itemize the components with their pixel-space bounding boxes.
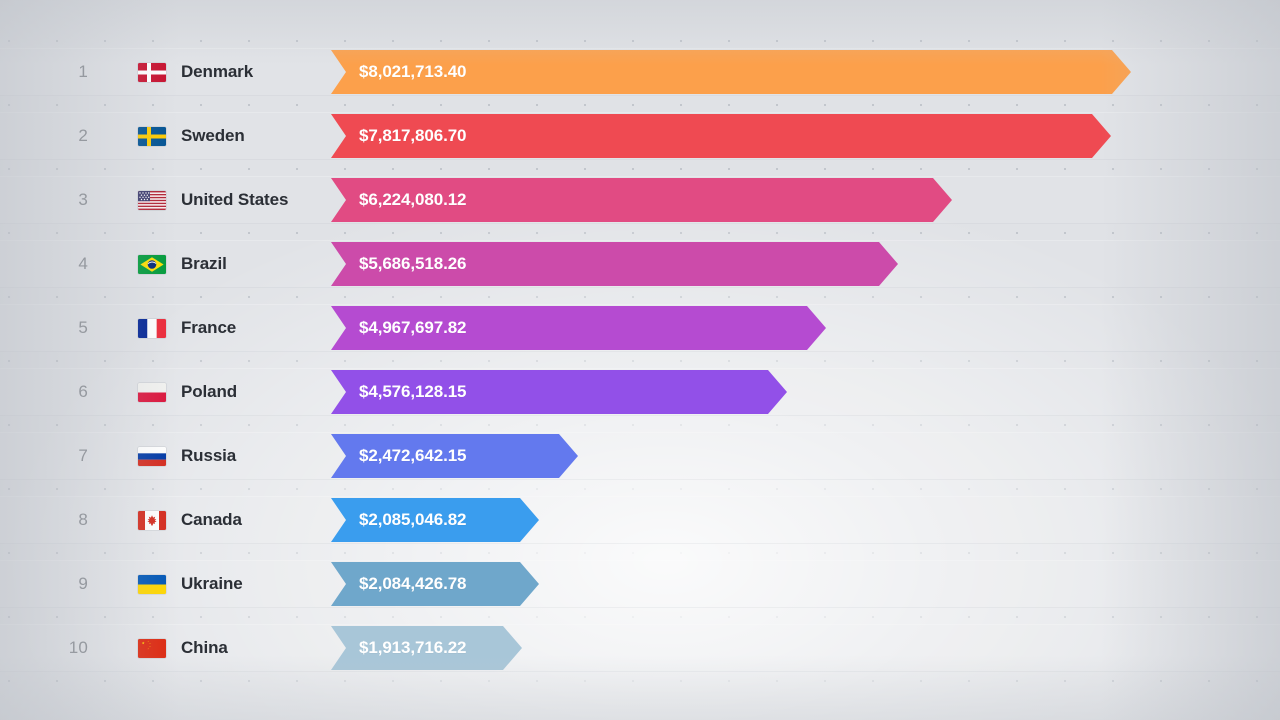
country-label: Ukraine — [181, 574, 243, 593]
flag-denmark-icon — [138, 62, 166, 82]
country-label: Brazil — [181, 254, 227, 273]
ranking-row[interactable]: 2 Sweden $7,817,806.70 — [0, 112, 1280, 160]
value-bar[interactable]: $2,084,426.78 — [331, 562, 539, 606]
rank-number: 7 — [78, 446, 88, 465]
flag-brazil-icon — [138, 254, 166, 274]
ranking-row[interactable]: 3 United States $6,224,080.12 — [0, 176, 1280, 224]
value-bar[interactable]: $5,686,518.26 — [331, 242, 898, 286]
country-label: Denmark — [181, 62, 254, 81]
value-bar[interactable]: $1,913,716.22 — [331, 626, 522, 670]
country-label: Canada — [181, 510, 242, 529]
flag-sweden-icon — [138, 126, 166, 146]
rank-number: 8 — [78, 510, 88, 529]
ranking-row[interactable]: 10 China $1,913,716.22 — [0, 624, 1280, 672]
ranking-row[interactable]: 1 Denmark $8,021,713.40 — [0, 48, 1280, 96]
country-label: Russia — [181, 446, 237, 465]
bar-value-label: $4,967,697.82 — [359, 318, 467, 337]
value-bar[interactable]: $2,085,046.82 — [331, 498, 539, 542]
value-bar[interactable]: $7,817,806.70 — [331, 114, 1111, 158]
value-bar[interactable]: $6,224,080.12 — [331, 178, 952, 222]
flag-united-states-icon — [138, 190, 166, 210]
value-bar[interactable]: $4,967,697.82 — [331, 306, 826, 350]
flag-china-icon — [138, 638, 166, 658]
ranking-row[interactable]: 7 Russia $2,472,642.15 — [0, 432, 1280, 480]
country-label: China — [181, 638, 228, 657]
flag-ukraine-icon — [138, 574, 166, 594]
bar-value-label: $2,085,046.82 — [359, 510, 467, 529]
bar-value-label: $2,472,642.15 — [359, 446, 467, 465]
ranking-row[interactable]: 4 Brazil $5,686,518.26 — [0, 240, 1280, 288]
ranking-row[interactable]: 8 Canada $2,085,046.82 — [0, 496, 1280, 544]
rank-number: 4 — [78, 254, 88, 273]
rank-number: 5 — [78, 318, 88, 337]
country-label: Sweden — [181, 126, 245, 145]
rank-number: 2 — [78, 126, 88, 145]
country-label: Poland — [181, 382, 238, 401]
flag-russia-icon — [138, 446, 166, 466]
bar-value-label: $6,224,080.12 — [359, 190, 467, 209]
flag-canada-icon — [138, 510, 166, 530]
country-label: France — [181, 318, 237, 337]
bar-value-label: $4,576,128.15 — [359, 382, 467, 401]
bar-value-label: $7,817,806.70 — [359, 126, 467, 145]
rank-number: 9 — [78, 574, 88, 593]
bar-value-label: $5,686,518.26 — [359, 254, 467, 273]
bar-value-label: $1,913,716.22 — [359, 638, 467, 657]
value-bar[interactable]: $2,472,642.15 — [331, 434, 578, 478]
rank-number: 10 — [68, 638, 88, 657]
rank-number: 1 — [78, 62, 88, 81]
flag-france-icon — [138, 318, 166, 338]
flag-poland-icon — [138, 382, 166, 402]
country-label: United States — [181, 190, 289, 209]
bar-value-label: $8,021,713.40 — [359, 62, 467, 81]
rank-number: 3 — [78, 190, 88, 209]
ranking-row[interactable]: 9 Ukraine $2,084,426.78 — [0, 560, 1280, 608]
bar-value-label: $2,084,426.78 — [359, 574, 467, 593]
value-bar[interactable]: $4,576,128.15 — [331, 370, 787, 414]
ranking-row[interactable]: 5 France $4,967,697.82 — [0, 304, 1280, 352]
value-bar[interactable]: $8,021,713.40 — [331, 50, 1131, 94]
ranking-row[interactable]: 6 Poland $4,576,128.15 — [0, 368, 1280, 416]
rank-number: 6 — [78, 382, 88, 401]
